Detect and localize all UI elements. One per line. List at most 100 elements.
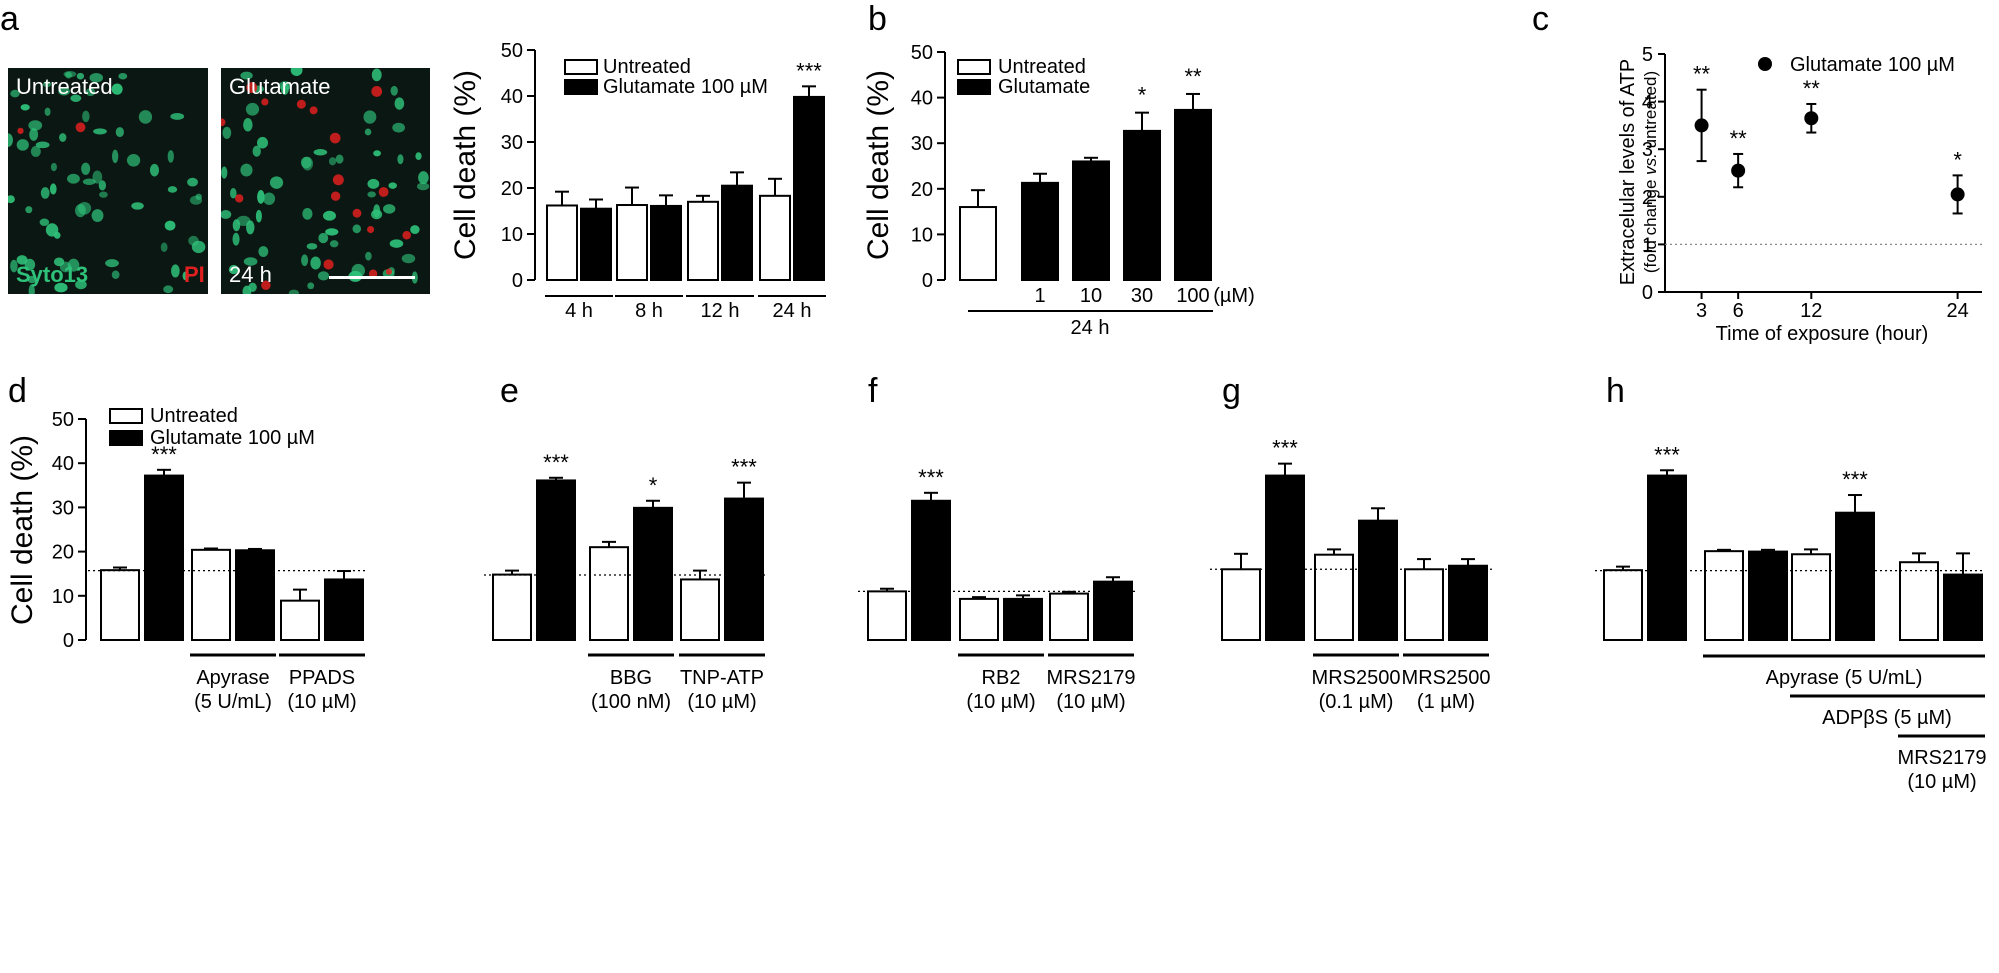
pi-cell	[221, 118, 226, 127]
syto-cell	[91, 209, 104, 222]
panel-d-bar	[324, 578, 364, 641]
panel-b-category-label: 10	[1080, 285, 1102, 307]
syto-cell	[352, 224, 362, 234]
panel-h-mrs-label: MRS2179	[1898, 747, 1987, 769]
panel-c-y-tick-label: 0	[1642, 282, 1653, 304]
syto-cell	[280, 82, 290, 95]
panel-f-bar	[1093, 580, 1133, 642]
panel-f-group-sublabel: (10 µM)	[1056, 691, 1125, 713]
panel-h-bar	[1943, 573, 1983, 641]
panel-b-y-tick-label: 10	[911, 224, 933, 246]
panel-b-y-tick-label: 50	[911, 42, 933, 64]
panel-b-y-tick-label: 20	[911, 179, 933, 201]
panel-c-point	[1731, 163, 1746, 178]
syto-cell	[28, 284, 35, 294]
panel-a-bar-glutamate	[580, 207, 612, 281]
panel-e-bar	[536, 479, 576, 641]
syto-cell	[243, 117, 253, 132]
panel-b-y-label: Cell death (%)	[862, 70, 895, 260]
syto-cell	[89, 72, 104, 83]
syto-cell	[131, 202, 144, 210]
syto-cell	[8, 195, 15, 204]
panel-h-adp-label: ADPβS (5 µM)	[1822, 707, 1952, 729]
pi-cell	[352, 208, 362, 218]
panel-label-g: g	[1222, 372, 1241, 410]
syto-cell	[363, 110, 377, 124]
panel-d-y-tick-label: 10	[52, 586, 74, 608]
syto-cell	[195, 193, 202, 200]
panel-d-legend-untreated: Untreated	[150, 405, 238, 427]
panel-h-adp-label-part: ADP	[1822, 707, 1863, 729]
syto-cell	[126, 153, 141, 167]
panel-h-bar	[1704, 550, 1744, 642]
scale-bar	[329, 276, 415, 279]
syto-cell	[111, 83, 123, 95]
syto-cell	[323, 210, 336, 221]
panel-c-x-tick-label: 12	[1800, 300, 1822, 322]
syto-cell	[229, 187, 237, 199]
syto-cell	[248, 282, 257, 292]
panel-h-apyrase-label: Apyrase (5 U/mL)	[1766, 667, 1923, 689]
syto-cell	[257, 136, 269, 149]
syto-cell	[313, 149, 328, 156]
panel-a-y-tick-label: 0	[512, 270, 523, 292]
syto-cell	[329, 240, 339, 248]
panel-h-mrs-sublabel: (10 µM)	[1907, 771, 1976, 793]
panel-d-significance: ***	[151, 442, 177, 467]
syto-cell	[98, 180, 107, 191]
panel-c-y-label-part: untreated)	[1641, 71, 1660, 153]
panel-label-b: b	[868, 0, 887, 38]
panel-e-group-sublabel: (100 nM)	[591, 691, 671, 713]
panel-h-bar	[1748, 550, 1788, 641]
panel-g-group-sublabel: (0.1 µM)	[1319, 691, 1394, 713]
panel-f-group-label: RB2	[982, 667, 1021, 689]
syto-cell	[111, 270, 120, 279]
pi-cell	[296, 99, 306, 109]
syto-cell	[317, 271, 330, 281]
panel-c-y-label-part: vs.	[1641, 153, 1660, 175]
syto-cell	[187, 177, 198, 187]
panel-f-bar	[959, 597, 999, 641]
panel-d-legend-swatch-untreated	[109, 408, 143, 424]
syto-cell	[318, 232, 329, 244]
syto-cell	[228, 264, 239, 275]
syto-cell	[82, 178, 96, 185]
panel-a-bar-glutamate	[721, 184, 753, 281]
syto-cell	[25, 206, 33, 214]
syto-cell	[39, 218, 50, 226]
panel-h-bar	[1647, 474, 1687, 641]
panel-a-category-label: 4 h	[565, 300, 593, 322]
panel-c-significance: **	[1693, 62, 1711, 87]
panel-d-y-tick-label: 30	[52, 497, 74, 519]
syto-cell	[99, 191, 108, 198]
pi-cell	[371, 86, 383, 97]
panel-b-significance: **	[1184, 64, 1202, 89]
panel-g-bar	[1404, 568, 1444, 642]
syto-cell	[410, 225, 420, 235]
syto-cell	[328, 157, 337, 166]
pi-cell	[309, 106, 318, 115]
syto-cell	[28, 120, 43, 131]
panel-d-y-tick-label: 40	[52, 453, 74, 475]
panel-label-a: a	[0, 0, 19, 38]
panel-d-bar	[191, 548, 231, 641]
syto-cell	[67, 258, 80, 272]
panel-c-significance: **	[1803, 76, 1821, 101]
syto-cell	[389, 239, 404, 248]
syto-cell	[105, 259, 119, 268]
panel-a-y-tick-label: 30	[501, 132, 523, 154]
syto-cell	[221, 210, 232, 219]
panel-d-group-label: Apyrase	[196, 667, 269, 689]
panel-a-bar-untreated	[687, 200, 719, 281]
syto-cell	[310, 256, 321, 270]
syto-cell	[30, 145, 41, 157]
syto-cell	[40, 187, 50, 199]
panel-b-y-tick-label: 0	[922, 270, 933, 292]
panel-c-y-tick-label: 5	[1642, 44, 1653, 66]
panel-c-significance: *	[1953, 147, 1962, 172]
syto-cell	[138, 110, 153, 124]
panel-c-point	[1804, 111, 1819, 126]
syto-cell	[288, 289, 300, 294]
panel-c-point	[1694, 118, 1709, 133]
syto-cell	[167, 150, 174, 163]
